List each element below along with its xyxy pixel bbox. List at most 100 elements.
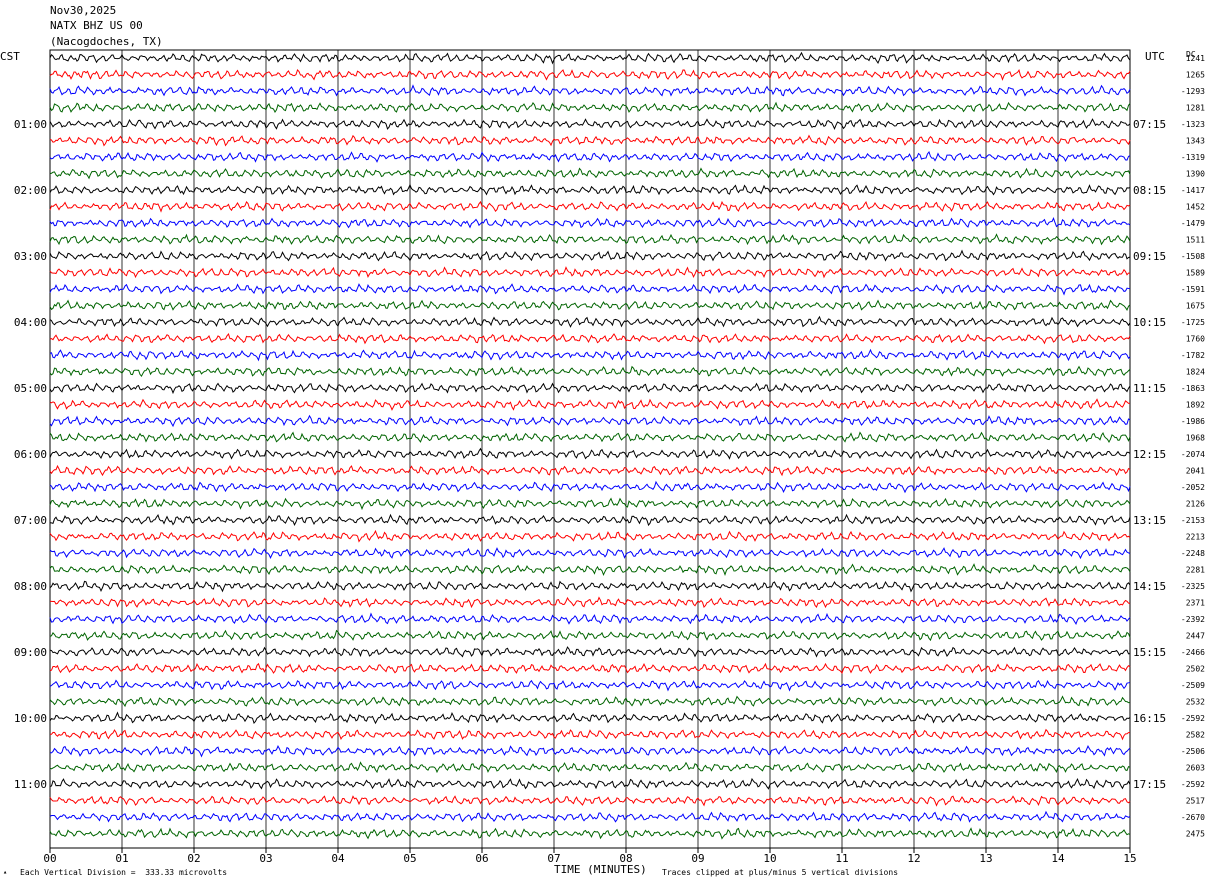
seismic-trace	[49, 118, 1131, 130]
x-tick-label: 15	[1123, 852, 1136, 865]
x-tick-label: 11	[835, 852, 848, 865]
seismic-trace	[49, 348, 1131, 362]
dc-offset-label: 1824	[1186, 368, 1205, 377]
x-tick-label: 07	[547, 852, 560, 865]
x-tick-label: 13	[979, 852, 992, 865]
left-hour-label: 05:00	[14, 382, 47, 395]
seismic-trace	[49, 150, 1131, 163]
seismic-trace	[49, 529, 1131, 543]
seismic-trace	[49, 51, 1131, 65]
dc-offset-label: -2052	[1181, 483, 1205, 492]
dc-offset-label: -2670	[1181, 813, 1205, 822]
dc-offset-label: -1323	[1181, 120, 1205, 129]
x-tick-label: 12	[907, 852, 920, 865]
scale-note: Each Vertical Division = 333.33 microvol…	[20, 868, 228, 877]
dc-offset-label: -1479	[1181, 219, 1205, 228]
seismic-trace	[49, 480, 1131, 494]
dc-column-header: DC	[1186, 50, 1196, 59]
dc-offset-label: -1782	[1181, 351, 1205, 360]
left-hour-label: 09:00	[14, 646, 47, 659]
left-hour-label: 07:00	[14, 514, 47, 527]
dc-offset-label: 2475	[1186, 830, 1205, 839]
header-date: Nov30,2025	[50, 4, 117, 17]
dc-offset-label: -1986	[1181, 417, 1205, 426]
seismic-trace	[49, 233, 1131, 246]
dc-offset-label: 2517	[1186, 797, 1205, 806]
seismic-trace	[49, 183, 1131, 196]
dc-offset-label: -2392	[1181, 615, 1205, 624]
dc-offset-label: -2074	[1181, 450, 1205, 459]
x-tick-label: 05	[403, 852, 416, 865]
seismic-trace	[49, 431, 1131, 443]
right-hour-label: 07:15	[1133, 118, 1166, 131]
dc-offset-label: -2509	[1181, 681, 1205, 690]
right-hour-label: 10:15	[1133, 316, 1166, 329]
seismic-trace	[49, 612, 1131, 626]
seismic-trace	[49, 795, 1131, 807]
x-tick-label: 14	[1051, 852, 1065, 865]
clip-note: Traces clipped at plus/minus 5 vertical …	[662, 868, 899, 877]
right-hour-label: 11:15	[1133, 382, 1166, 395]
seismic-trace	[49, 333, 1131, 345]
x-tick-label: 08	[619, 852, 632, 865]
dc-offset-label: 2532	[1186, 698, 1205, 707]
left-hour-label: 02:00	[14, 184, 47, 197]
dc-offset-label: 2603	[1186, 764, 1205, 773]
right-hour-label: 15:15	[1133, 646, 1166, 659]
seismic-trace	[49, 167, 1131, 180]
left-hour-label: 04:00	[14, 316, 47, 329]
seismic-trace	[49, 777, 1131, 790]
right-hour-label: 09:15	[1133, 250, 1166, 263]
dc-offset-label: 1589	[1186, 269, 1205, 278]
seismic-trace	[49, 249, 1131, 262]
x-tick-label: 10	[763, 852, 776, 865]
seismic-trace	[49, 827, 1131, 840]
seismic-trace	[49, 513, 1131, 527]
dc-offset-label: 1241	[1186, 54, 1205, 63]
seismic-trace	[49, 315, 1131, 328]
x-tick-label: 00	[43, 852, 56, 865]
dc-offset-label: -2466	[1181, 648, 1205, 657]
x-tick-label: 09	[691, 852, 704, 865]
dc-offset-label: 2447	[1186, 632, 1205, 641]
seismic-trace	[49, 563, 1131, 577]
dc-offset-label: -2248	[1181, 549, 1205, 558]
dc-offset-label: 2213	[1186, 533, 1205, 542]
seismic-trace	[49, 84, 1131, 97]
dc-offset-label: -1591	[1181, 285, 1205, 294]
dc-offset-label: -1863	[1181, 384, 1205, 393]
left-hour-label: 11:00	[14, 778, 47, 791]
x-tick-label: 06	[475, 852, 488, 865]
x-axis-label: TIME (MINUTES)	[554, 863, 647, 876]
seismic-trace	[49, 761, 1131, 774]
right-hour-label: 12:15	[1133, 448, 1166, 461]
dc-offset-label: -1293	[1181, 87, 1205, 96]
x-tick-label: 01	[115, 852, 128, 865]
seismic-trace	[49, 68, 1131, 81]
x-tick-label: 02	[187, 852, 200, 865]
dc-offset-label: 1675	[1186, 302, 1205, 311]
left-hour-label: 01:00	[14, 118, 47, 131]
dc-offset-label: -2592	[1181, 780, 1205, 789]
seismic-trace	[49, 497, 1131, 511]
left-hour-label: 08:00	[14, 580, 47, 593]
right-hour-label: 13:15	[1133, 514, 1166, 527]
seismic-trace	[49, 283, 1131, 296]
seismic-trace	[49, 447, 1131, 460]
dc-offset-label: 2371	[1186, 599, 1205, 608]
seismic-trace	[49, 728, 1131, 741]
seismic-trace	[49, 134, 1131, 147]
dc-offset-label: 2126	[1186, 500, 1205, 509]
left-timezone-label: CST	[0, 50, 20, 63]
seismic-trace	[49, 464, 1131, 477]
dc-offset-label: -2592	[1181, 714, 1205, 723]
left-hour-label: 03:00	[14, 250, 47, 263]
seismic-trace	[49, 596, 1131, 609]
dc-offset-label: 1760	[1186, 335, 1205, 344]
seismic-trace	[49, 662, 1131, 675]
dc-offset-label: -2325	[1181, 582, 1205, 591]
seismic-trace	[49, 695, 1131, 708]
seismic-trace	[49, 646, 1131, 658]
seismic-trace	[49, 414, 1131, 428]
